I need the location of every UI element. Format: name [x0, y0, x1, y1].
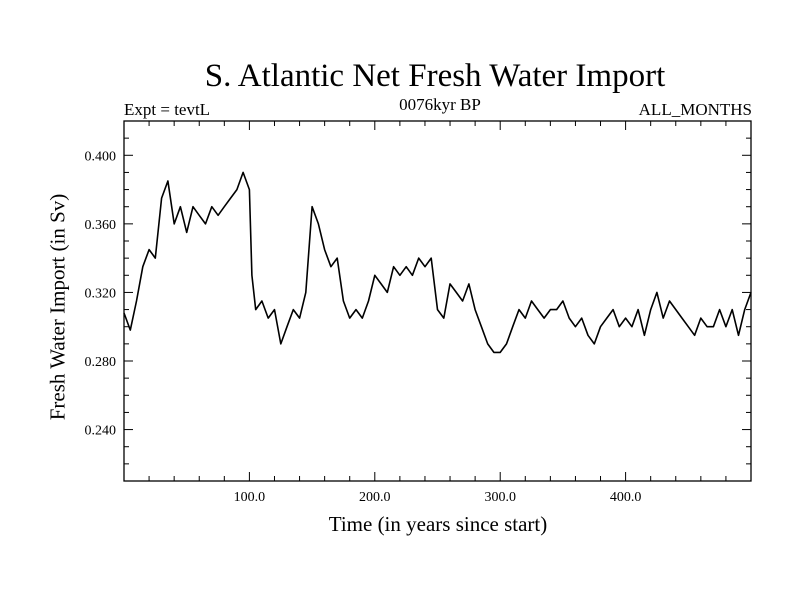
plot-frame [123, 120, 752, 482]
x-tick-label: 400.0 [610, 490, 642, 505]
x-tick-label: 300.0 [484, 490, 516, 505]
axis-ticks: 100.0 200.0 300.0 400.0 0.240 0.280 0.320 0.360… [85, 121, 751, 505]
series-layer [123, 171, 752, 354]
y-tick-label: 0.360 [85, 218, 117, 233]
y-tick-label: 0.320 [85, 286, 117, 301]
y-tick-label: 0.240 [85, 424, 117, 439]
x-tick-label: 100.0 [234, 490, 266, 505]
chart-title: S. Atlantic Net Fresh Water Import [204, 58, 666, 94]
period-label: 0076kyr BP [399, 95, 481, 114]
experiment-label: Expt = tevtL [124, 100, 211, 119]
y-tick-label: 0.280 [85, 355, 117, 370]
y-tick-label: 0.400 [85, 149, 117, 164]
months-label: ALL_MONTHS [638, 100, 752, 119]
x-axis-label: Time (in years since start) [328, 512, 548, 536]
x-tick-label: 200.0 [359, 490, 391, 505]
series-line [123, 171, 752, 354]
